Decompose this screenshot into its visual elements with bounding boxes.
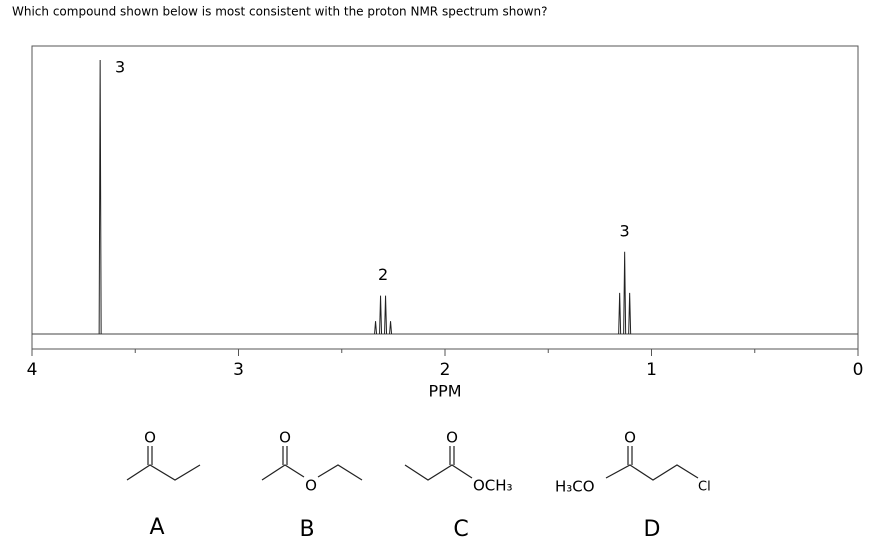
- atom: O: [446, 429, 458, 447]
- bonds: [261, 464, 363, 481]
- spectrum: 4 3 2 1 0 3 2 3: [27, 58, 864, 381]
- double-bond: [449, 446, 455, 465]
- compound-b: O O B: [261, 429, 363, 542]
- x-tick-label: 1: [646, 360, 657, 380]
- integration-label: 3: [620, 221, 630, 240]
- compound-c: O OCH₃ C: [404, 429, 513, 542]
- compound-letter: A: [149, 515, 164, 540]
- atom: O: [279, 429, 291, 447]
- double-bond: [282, 446, 288, 465]
- x-axis-label: PPM: [428, 382, 461, 401]
- double-bond: [147, 446, 153, 465]
- compound-letter: B: [299, 517, 314, 542]
- atom: H₃CO: [555, 478, 595, 496]
- peak: [98, 59, 102, 335]
- bonds: [605, 464, 699, 481]
- atom: OCH₃: [473, 477, 513, 495]
- atom: O: [624, 429, 636, 447]
- bonds: [404, 464, 473, 481]
- x-tick-label: 4: [27, 360, 38, 380]
- x-tick-label: 0: [853, 360, 864, 380]
- compound-d: O H₃CO Cl D: [555, 429, 711, 543]
- integration-label: 2: [378, 265, 388, 284]
- integration-label: 3: [115, 58, 125, 77]
- peak: [374, 295, 393, 335]
- atom: Cl: [698, 480, 711, 495]
- x-tick-label: 2: [440, 360, 451, 380]
- peak: [618, 251, 632, 335]
- bonds: [126, 464, 201, 481]
- atom: O: [144, 429, 156, 447]
- atom: O: [305, 477, 317, 495]
- question: Which compound shown below is most consi…: [12, 5, 548, 19]
- compound-letter: C: [453, 517, 468, 542]
- double-bond: [627, 446, 633, 465]
- compound-letter: D: [644, 517, 661, 542]
- spectrum-frame: [31, 45, 859, 350]
- x-tick-label: 3: [233, 360, 244, 380]
- compound-a: O A: [126, 429, 201, 540]
